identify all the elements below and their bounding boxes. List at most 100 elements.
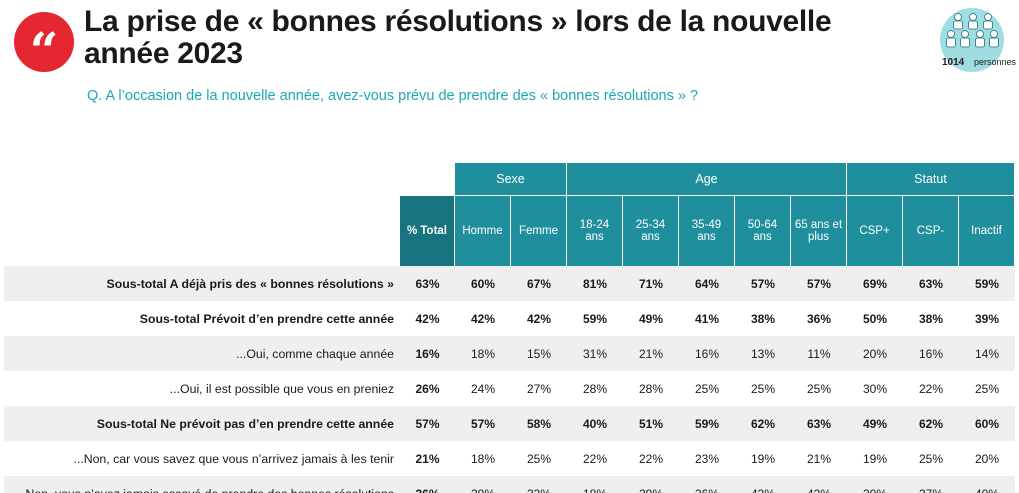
row-label: Sous-total Ne prévoit pas d’en prendre c… bbox=[4, 406, 400, 441]
value-cell: 57% bbox=[455, 406, 511, 441]
value-cell: 25% bbox=[750, 381, 776, 396]
value-cell: 18% bbox=[470, 451, 496, 466]
value-cell: 19% bbox=[750, 451, 776, 466]
value-cell: 25% bbox=[918, 451, 944, 466]
value-cell: 59% bbox=[582, 311, 608, 326]
value-cell: 30% bbox=[847, 476, 903, 493]
value-cell: 62% bbox=[735, 406, 791, 441]
people-group-icon bbox=[946, 13, 999, 48]
value-cell: 28% bbox=[582, 381, 608, 396]
value-cell: 69% bbox=[847, 266, 903, 301]
value-cell: 63% bbox=[903, 266, 959, 301]
table-row: Sous-total Prévoit d’en prendre cette an… bbox=[4, 301, 1015, 336]
value-cell: 51% bbox=[623, 406, 679, 441]
value-cell: 25% bbox=[526, 451, 552, 466]
row-label: ...Non, car vous savez que vous n’arrive… bbox=[73, 451, 394, 466]
column-header: 50-64 ans bbox=[735, 196, 791, 266]
value-cell: 38% bbox=[918, 311, 944, 326]
sample-label: personnes bbox=[974, 57, 1017, 67]
sample-size-badge: 1014 personnes bbox=[940, 8, 1016, 72]
column-header: CSP- bbox=[903, 196, 959, 266]
value-cell: 59% bbox=[679, 406, 735, 441]
value-cell: 13% bbox=[735, 336, 791, 371]
value-cell: 36% bbox=[679, 476, 735, 493]
value-cell: 23% bbox=[694, 451, 720, 466]
value-cell: 21% bbox=[623, 336, 679, 371]
table-row: ...Non, vous n’avez jamais essayé de pre… bbox=[4, 476, 1015, 493]
value-cell: 42% bbox=[470, 311, 496, 326]
value-cell: 57% bbox=[735, 266, 791, 301]
value-cell: 43% bbox=[735, 476, 791, 493]
quote-logo-icon: “ bbox=[14, 12, 74, 76]
value-cell: 30% bbox=[862, 381, 888, 396]
value-cell: 64% bbox=[679, 266, 735, 301]
sample-count: 1014 bbox=[942, 57, 965, 68]
table-row: ...Oui, il est possible que vous en pren… bbox=[4, 371, 1015, 406]
value-cell: 16% bbox=[679, 336, 735, 371]
value-cell: 31% bbox=[567, 336, 623, 371]
value-cell: 22% bbox=[918, 381, 944, 396]
value-cell: 29% bbox=[623, 476, 679, 493]
value-cell: 25% bbox=[974, 381, 1000, 396]
value-cell: 67% bbox=[511, 266, 567, 301]
table-row: Sous-total Ne prévoit pas d’en prendre c… bbox=[4, 406, 1015, 441]
column-header: CSP+ bbox=[847, 196, 903, 266]
group-header-age: Age bbox=[567, 163, 847, 196]
value-cell: 40% bbox=[567, 406, 623, 441]
value-cell: 15% bbox=[511, 336, 567, 371]
total-cell: 63% bbox=[400, 266, 455, 301]
value-cell: 58% bbox=[511, 406, 567, 441]
row-label: Sous-total Prévoit d’en prendre cette an… bbox=[139, 311, 394, 326]
column-header: 65 ans et plus bbox=[791, 196, 847, 266]
value-cell: 27% bbox=[526, 381, 552, 396]
total-cell: 57% bbox=[400, 406, 455, 441]
value-cell: 38% bbox=[750, 311, 776, 326]
value-cell: 42% bbox=[526, 311, 552, 326]
value-cell: 71% bbox=[623, 266, 679, 301]
value-cell: 40% bbox=[959, 476, 1015, 493]
total-cell: 36% bbox=[400, 476, 455, 493]
column-header-row: % Total Homme Femme 18-24 ans 25-34 ans … bbox=[4, 196, 1015, 266]
value-cell: 37% bbox=[903, 476, 959, 493]
value-cell: 19% bbox=[862, 451, 888, 466]
value-cell: 49% bbox=[638, 311, 664, 326]
results-table: Sexe Age Statut % Total Homme Femme 18-2… bbox=[4, 163, 1015, 493]
value-cell: 22% bbox=[638, 451, 664, 466]
page-title: La prise de « bonnes résolutions » lors … bbox=[84, 5, 832, 70]
group-header-row: Sexe Age Statut bbox=[4, 163, 1015, 196]
table-body: Sous-total A déjà pris des « bonnes réso… bbox=[4, 266, 1015, 493]
value-cell: 59% bbox=[959, 266, 1015, 301]
value-cell: 39% bbox=[455, 476, 511, 493]
table-row: Sous-total A déjà pris des « bonnes réso… bbox=[4, 266, 1015, 301]
value-cell: 25% bbox=[694, 381, 720, 396]
value-cell: 18% bbox=[567, 476, 623, 493]
row-label: ...Oui, comme chaque année bbox=[4, 336, 400, 371]
value-cell: 39% bbox=[974, 311, 1000, 326]
value-cell: 20% bbox=[847, 336, 903, 371]
value-cell: 62% bbox=[903, 406, 959, 441]
total-cell: 16% bbox=[400, 336, 455, 371]
column-header: Homme bbox=[455, 196, 511, 266]
total-cell: 42% bbox=[415, 311, 440, 326]
value-cell: 36% bbox=[806, 311, 832, 326]
column-header: 18-24 ans bbox=[567, 196, 623, 266]
table-row: ...Non, car vous savez que vous n’arrive… bbox=[4, 441, 1015, 476]
total-cell: 21% bbox=[415, 451, 440, 466]
column-header-total: % Total bbox=[400, 196, 455, 266]
row-label: Sous-total A déjà pris des « bonnes réso… bbox=[4, 266, 400, 301]
value-cell: 14% bbox=[959, 336, 1015, 371]
row-label: ...Oui, il est possible que vous en pren… bbox=[169, 381, 394, 396]
value-cell: 60% bbox=[959, 406, 1015, 441]
column-header: Inactif bbox=[959, 196, 1015, 266]
value-cell: 57% bbox=[791, 266, 847, 301]
value-cell: 41% bbox=[694, 311, 720, 326]
value-cell: 24% bbox=[470, 381, 496, 396]
column-header: 35-49 ans bbox=[679, 196, 735, 266]
value-cell: 21% bbox=[806, 451, 832, 466]
survey-question: Q. A l’occasion de la nouvelle année, av… bbox=[87, 88, 699, 104]
value-cell: 25% bbox=[806, 381, 832, 396]
value-cell: 50% bbox=[862, 311, 888, 326]
row-label: ...Non, vous n’avez jamais essayé de pre… bbox=[4, 476, 400, 493]
value-cell: 16% bbox=[903, 336, 959, 371]
value-cell: 60% bbox=[455, 266, 511, 301]
